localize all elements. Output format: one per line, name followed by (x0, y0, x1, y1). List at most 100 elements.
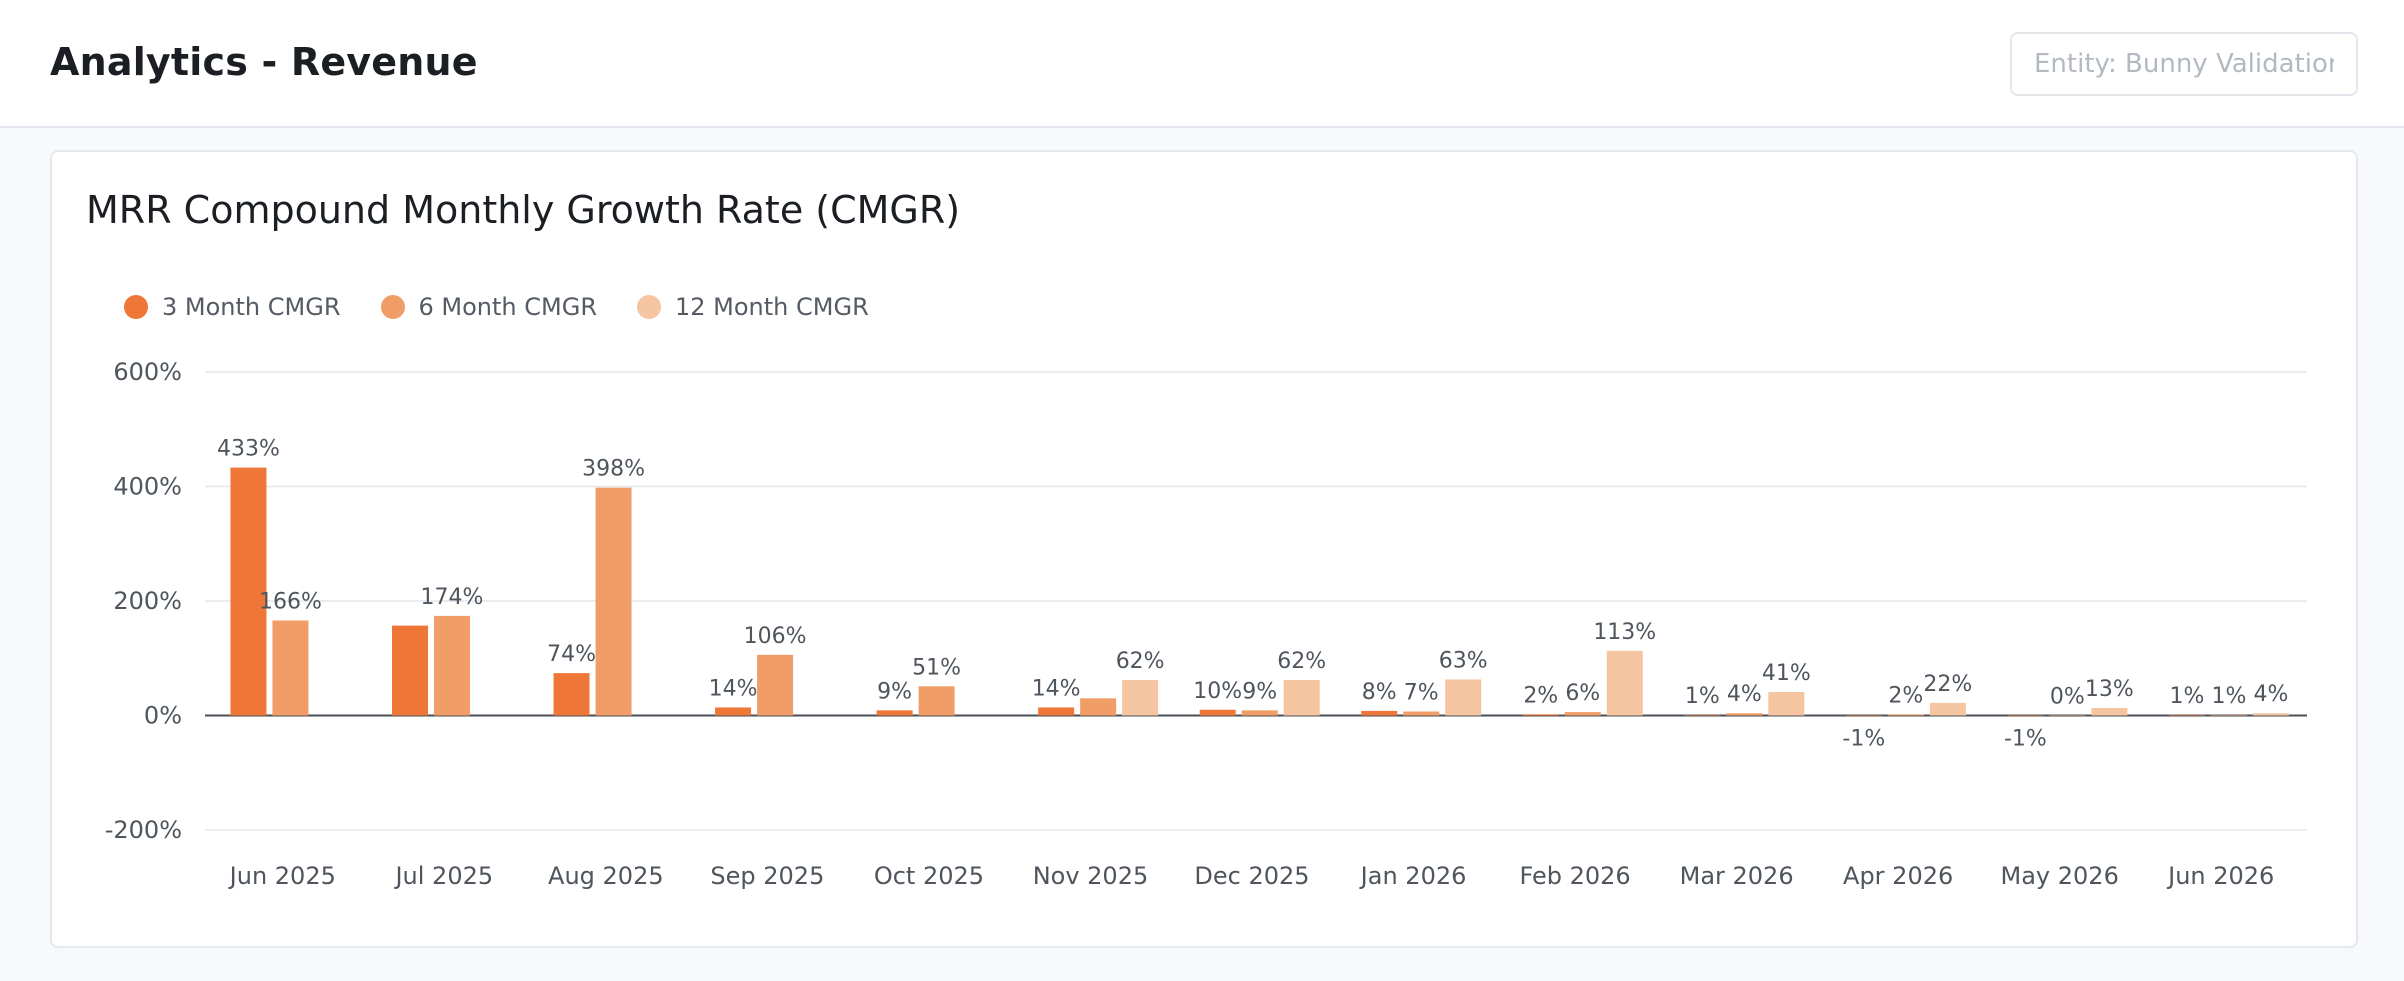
top-bar: Analytics - Revenue (0, 0, 2404, 128)
y-tick-label: 0% (144, 702, 182, 730)
legend-item-3-month[interactable]: 3 Month CMGR (124, 293, 341, 321)
bar (1361, 710, 1398, 716)
bar (272, 620, 309, 716)
entity-input[interactable] (2010, 32, 2358, 96)
data-label: 62% (1116, 649, 1165, 674)
legend-item-6-month[interactable]: 6 Month CMGR (380, 293, 598, 321)
data-label: 2% (1888, 683, 1923, 708)
bar-chart: -200% 0% 200% 400% 600% 433% 166% Jun 2025 174% J… (105, 358, 2307, 890)
bar (1887, 714, 1924, 716)
y-tick-label: -200% (105, 816, 182, 844)
x-tick-label: Aug 2025 (548, 862, 664, 890)
x-tick-label: Dec 2025 (1194, 862, 1309, 890)
legend-item-12-month[interactable]: 12 Month CMGR (637, 293, 869, 321)
data-label: 6% (1565, 681, 1600, 706)
x-tick-label: Jun 2025 (228, 862, 336, 890)
bar (1522, 714, 1559, 716)
bar (1038, 707, 1075, 716)
y-tick-label: 200% (113, 587, 182, 615)
chart-card: MRR Compound Monthly Growth Rate (CMGR) … (50, 150, 2358, 948)
data-label: 9% (877, 679, 912, 704)
data-label: 1% (2169, 684, 2204, 709)
bar (715, 707, 752, 716)
data-label: 10% (1193, 679, 1242, 704)
data-label: -1% (1842, 727, 1885, 752)
x-tick-label: Oct 2025 (874, 862, 984, 890)
data-label: 8% (1362, 680, 1397, 705)
legend-dot-3-month-icon (124, 295, 148, 319)
bar (595, 487, 632, 716)
legend-label-12-month: 12 Month CMGR (675, 293, 869, 321)
data-label: 7% (1404, 680, 1439, 705)
bar (1606, 650, 1643, 716)
data-label: 1% (1685, 684, 1720, 709)
x-tick-label: Nov 2025 (1033, 862, 1149, 890)
bar (1080, 698, 1117, 716)
bar (1768, 692, 1805, 716)
bar (1241, 710, 1278, 716)
bar (1845, 715, 1882, 717)
bar (2049, 715, 2086, 716)
chart-title: MRR Compound Monthly Growth Rate (CMGR) (86, 188, 961, 232)
x-tick-label: May 2026 (2001, 862, 2119, 890)
chart-legend: 3 Month CMGR 6 Month CMGR 12 Month CMGR (124, 290, 909, 324)
data-label: 51% (912, 655, 961, 680)
bar (553, 673, 590, 716)
data-label: 41% (1762, 661, 1811, 686)
bar (434, 615, 470, 716)
bar (1684, 714, 1721, 716)
x-tick-label: Mar 2026 (1680, 862, 1794, 890)
bar (2252, 713, 2289, 716)
legend-dot-6-month-icon (380, 295, 405, 319)
x-tick-label: Feb 2026 (1519, 862, 1630, 890)
x-tick-label: Sep 2025 (710, 862, 824, 890)
data-label: 166% (259, 589, 322, 614)
bar (392, 625, 428, 716)
bar (757, 654, 794, 716)
data-label: 9% (1242, 679, 1277, 704)
data-label: 14% (1032, 676, 1081, 701)
data-label: 63% (1439, 648, 1488, 673)
data-label: 22% (1923, 672, 1972, 697)
bar (2210, 714, 2247, 716)
y-tick-label: 600% (113, 358, 182, 386)
bar (1564, 712, 1601, 716)
x-tick-label: Jul 2025 (393, 862, 493, 890)
data-label: 2% (1523, 683, 1558, 708)
y-tick-label: 400% (113, 473, 182, 501)
page-title: Analytics - Revenue (50, 40, 478, 84)
bar (876, 710, 913, 716)
bar (1726, 713, 1763, 716)
bar (1403, 711, 1440, 716)
bar (2168, 714, 2205, 716)
x-tick-label: Apr 2026 (1843, 862, 1953, 890)
bar (918, 686, 955, 716)
data-label: 62% (1277, 649, 1326, 674)
data-label: 113% (1593, 620, 1656, 645)
data-label: 1% (2211, 684, 2246, 709)
legend-dot-12-month-icon (637, 295, 661, 319)
legend-label-3-month: 3 Month CMGR (162, 293, 341, 321)
data-label: 13% (2085, 677, 2134, 702)
data-label: 106% (744, 624, 807, 649)
data-label: 14% (709, 676, 758, 701)
data-label: 433% (217, 437, 280, 462)
bar (1199, 709, 1236, 716)
bar (2091, 708, 2128, 716)
data-label: 174% (421, 585, 484, 610)
bar (1283, 680, 1320, 716)
bar (2007, 715, 2044, 717)
data-label: -1% (2004, 727, 2047, 752)
data-label: 74% (547, 642, 596, 667)
bar (1122, 680, 1159, 716)
x-tick-label: Jan 2026 (1359, 862, 1467, 890)
x-tick-label: Jun 2026 (2166, 862, 2274, 890)
bar (1929, 702, 1966, 716)
legend-label-6-month: 6 Month CMGR (418, 293, 598, 321)
data-label: 4% (1727, 682, 1762, 707)
bar (1445, 679, 1482, 716)
data-label: 0% (2050, 685, 2085, 710)
data-label: 4% (2253, 682, 2288, 707)
data-label: 398% (582, 457, 645, 482)
bar (230, 467, 267, 716)
